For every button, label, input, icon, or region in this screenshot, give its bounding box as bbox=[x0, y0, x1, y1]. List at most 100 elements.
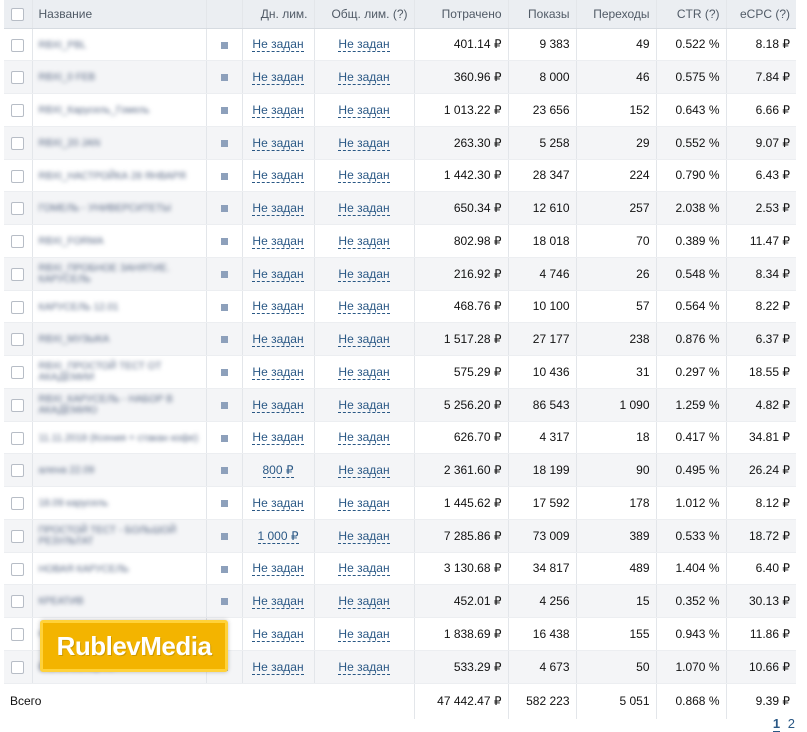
row-checkbox[interactable] bbox=[11, 431, 25, 445]
row-select-cell[interactable] bbox=[4, 552, 33, 586]
row-select-cell[interactable] bbox=[4, 257, 33, 291]
campaign-name-cell[interactable]: RBXI_PBL bbox=[32, 28, 207, 62]
table-row[interactable]: RBXI_КАРУСЕЛЬ - НАБОР В АКАДЕМИЮ Не задан… bbox=[4, 388, 796, 422]
total-limit-link[interactable]: Не задан bbox=[338, 397, 390, 413]
daily-limit-link[interactable]: Не задан bbox=[252, 495, 304, 511]
daily-limit-link[interactable]: Не задан bbox=[252, 102, 304, 118]
row-checkbox[interactable] bbox=[11, 333, 25, 347]
daily-limit-link[interactable]: Не задан bbox=[252, 659, 304, 675]
campaign-name-cell[interactable]: алена 22.09 bbox=[32, 453, 207, 487]
total-limit-link[interactable]: Не задан bbox=[338, 364, 390, 380]
table-row[interactable]: RBXI_20 JAN Не задан Не задан 263.30 ₽5 258… bbox=[4, 126, 796, 160]
table-row[interactable]: алена 22.09 800 ₽ Не задан 2 361.60 ₽18 199… bbox=[4, 453, 796, 487]
row-select-cell[interactable] bbox=[4, 28, 33, 62]
total-limit-link[interactable]: Не задан bbox=[338, 299, 390, 315]
daily-limit-link[interactable]: Не задан bbox=[252, 364, 304, 380]
total-limit-link[interactable]: Не задан bbox=[338, 430, 390, 446]
table-row[interactable]: 18.09 карусель Не задан Не задан 1 445.62 ₽… bbox=[4, 486, 796, 520]
daily-limit-link[interactable]: Не задан bbox=[252, 135, 304, 151]
table-row[interactable]: RBXI_ПРОБНОЕ ЗАНЯТИЕ. КАРУСЕЛЬ Не задан Не… bbox=[4, 257, 796, 291]
total-limit-link[interactable]: Не задан bbox=[338, 561, 390, 577]
row-checkbox[interactable] bbox=[11, 235, 25, 249]
row-select-cell[interactable] bbox=[4, 93, 33, 127]
row-checkbox[interactable] bbox=[11, 660, 25, 674]
campaign-name-cell[interactable]: RBXI_НАСТРОЙКА 28 ЯНВАРЯ bbox=[32, 159, 207, 193]
col-name-header[interactable]: Название bbox=[32, 0, 207, 29]
table-row[interactable]: ГОМЕЛЬ - УНИВЕРСИТЕТЫ Не задан Не задан 650… bbox=[4, 191, 796, 225]
campaign-name-cell[interactable]: RBXI_МУЗЫКА bbox=[32, 322, 207, 356]
campaign-name[interactable]: RBXI_ПРОСТОЙ ТЕСТ ОТ АКАДЕМИИ bbox=[38, 360, 162, 383]
table-row[interactable]: RBXI_МУЗЫКА Не задан Не задан 1 517.28 ₽27 … bbox=[4, 322, 796, 356]
row-select-cell[interactable] bbox=[4, 355, 33, 389]
campaign-name-cell[interactable]: RBXI_FORMA bbox=[32, 224, 207, 258]
campaign-name-cell[interactable]: 11.11.2018 (Ксения + стакан кофе) bbox=[32, 421, 207, 455]
daily-limit-link[interactable]: Не задан bbox=[252, 626, 304, 642]
campaign-name[interactable]: RBXI_КАРУСЕЛЬ - НАБОР В АКАДЕМИЮ bbox=[38, 393, 173, 416]
row-select-cell[interactable] bbox=[4, 650, 33, 684]
total-limit-link[interactable]: Не задан bbox=[338, 332, 390, 348]
daily-limit-link[interactable]: Не задан bbox=[252, 299, 304, 315]
total-limit-link[interactable]: Не задан bbox=[338, 659, 390, 675]
campaign-name[interactable]: 11.11.2018 (Ксения + стакан кофе) bbox=[38, 432, 199, 444]
total-limit-link[interactable]: Не задан bbox=[338, 37, 390, 53]
table-row[interactable]: RBXI_ПРОСТОЙ ТЕСТ ОТ АКАДЕМИИ Не задан Не … bbox=[4, 355, 796, 389]
table-row[interactable]: 11.11.2018 (Ксения + стакан кофе) Не зада… bbox=[4, 421, 796, 455]
row-select-cell[interactable] bbox=[4, 519, 33, 553]
row-select-cell[interactable] bbox=[4, 453, 33, 487]
campaign-name-cell[interactable]: RBXI_ПРОСТОЙ ТЕСТ ОТ АКАДЕМИИ bbox=[32, 355, 207, 389]
total-limit-link[interactable]: Не задан bbox=[338, 168, 390, 184]
row-checkbox[interactable] bbox=[11, 104, 25, 118]
total-limit-link[interactable]: Не задан bbox=[338, 495, 390, 511]
select-all-checkbox[interactable] bbox=[11, 7, 25, 21]
total-limit-link[interactable]: Не задан bbox=[338, 266, 390, 282]
row-checkbox[interactable] bbox=[11, 136, 25, 150]
row-checkbox[interactable] bbox=[11, 497, 25, 511]
row-checkbox[interactable] bbox=[11, 300, 25, 314]
daily-limit-link[interactable]: Не задан bbox=[252, 233, 304, 249]
daily-limit-link[interactable]: Не задан bbox=[252, 430, 304, 446]
campaign-name[interactable]: RBXI_НАСТРОЙКА 28 ЯНВАРЯ bbox=[38, 170, 186, 182]
col-ctr-header[interactable]: CTR (?) bbox=[656, 0, 727, 29]
total-limit-link[interactable]: Не задан bbox=[338, 102, 390, 118]
page-link[interactable]: 2 bbox=[787, 716, 795, 731]
table-row[interactable]: ПРОСТОЙ ТЕСТ - БОЛЬШОЙ РЕЗУЛЬТАТ 1 000 ₽ Н… bbox=[4, 519, 796, 553]
col-impressions-header[interactable]: Показы bbox=[508, 0, 577, 29]
table-row[interactable]: КАРУСЕЛЬ 12.01 Не задан Не задан 468.76 ₽10… bbox=[4, 290, 796, 324]
campaign-name[interactable]: RBXI_ПРОБНОЕ ЗАНЯТИЕ. КАРУСЕЛЬ bbox=[38, 262, 170, 285]
row-checkbox[interactable] bbox=[11, 398, 25, 412]
row-checkbox[interactable] bbox=[11, 202, 25, 216]
row-select-cell[interactable] bbox=[4, 126, 33, 160]
campaign-name[interactable]: ПРОСТОЙ ТЕСТ - БОЛЬШОЙ РЕЗУЛЬТАТ bbox=[38, 524, 177, 547]
campaign-name[interactable]: КАРУСЕЛЬ 12.01 bbox=[38, 301, 119, 313]
total-limit-link[interactable]: Не задан bbox=[338, 626, 390, 642]
campaign-name[interactable]: RBXI_FORMA bbox=[38, 236, 104, 248]
campaign-name-cell[interactable]: RBXI_0 FEB bbox=[32, 60, 207, 94]
row-select-cell[interactable] bbox=[4, 290, 33, 324]
campaign-name[interactable]: КРЕАТИВ bbox=[38, 596, 84, 608]
row-select-cell[interactable] bbox=[4, 421, 33, 455]
daily-limit-link[interactable]: 800 ₽ bbox=[262, 463, 294, 479]
daily-limit-link[interactable]: Не задан bbox=[252, 397, 304, 413]
row-select-cell[interactable] bbox=[4, 617, 33, 651]
campaign-name[interactable]: алена 22.09 bbox=[38, 465, 95, 477]
row-select-cell[interactable] bbox=[4, 159, 33, 193]
daily-limit-link[interactable]: Не задан bbox=[252, 37, 304, 53]
campaign-name-cell[interactable]: RBXI_Карусель_Гомель bbox=[32, 93, 207, 127]
row-checkbox[interactable] bbox=[11, 71, 25, 85]
row-checkbox[interactable] bbox=[11, 464, 25, 478]
select-all-cell[interactable] bbox=[4, 0, 33, 29]
total-limit-link[interactable]: Не задан bbox=[338, 463, 390, 479]
campaign-name[interactable]: RBXI_Карусель_Гомель bbox=[38, 105, 150, 117]
total-limit-link[interactable]: Не задан bbox=[338, 70, 390, 86]
campaign-name[interactable]: 18.09 карусель bbox=[38, 498, 109, 510]
row-checkbox[interactable] bbox=[11, 169, 25, 183]
row-select-cell[interactable] bbox=[4, 322, 33, 356]
campaign-name-cell[interactable]: НОВАЯ КАРУСЕЛЬ bbox=[32, 552, 207, 586]
daily-limit-link[interactable]: Не задан bbox=[252, 266, 304, 282]
campaign-name-cell[interactable]: ПРОСТОЙ ТЕСТ - БОЛЬШОЙ РЕЗУЛЬТАТ bbox=[32, 519, 207, 553]
table-row[interactable]: RBXI_НАСТРОЙКА 28 ЯНВАРЯ Не задан Не задан… bbox=[4, 159, 796, 193]
daily-limit-link[interactable]: Не задан bbox=[252, 201, 304, 217]
row-checkbox[interactable] bbox=[11, 562, 25, 576]
row-checkbox[interactable] bbox=[11, 595, 25, 609]
